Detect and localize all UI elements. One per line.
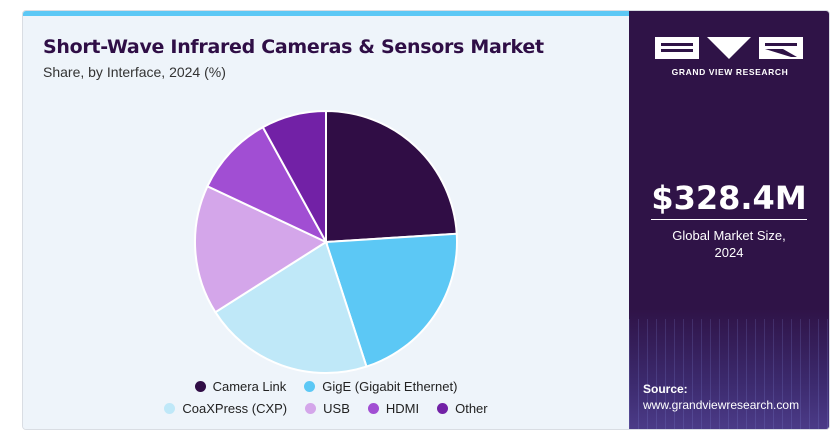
pie-slice-other[interactable]: [261, 109, 327, 243]
chart-title: Short-Wave Infrared Cameras & Sensors Ma…: [43, 36, 544, 58]
pie-slice-usb[interactable]: [194, 184, 329, 314]
brand-name: GRAND VIEW RESEARCH: [671, 67, 789, 77]
brand-logo: GRAND VIEW RESEARCH: [655, 35, 805, 85]
legend-label: GigE (Gigabit Ethernet): [322, 378, 458, 394]
market-sidebar: GRAND VIEW RESEARCH $328.4M Global Marke…: [629, 11, 829, 429]
legend-row: Camera Link GigE (Gigabit Ethernet): [23, 375, 629, 397]
legend-item-usb[interactable]: USB: [305, 401, 350, 416]
legend-label: USB: [323, 400, 350, 416]
legend-item-coaxpress-cxp[interactable]: CoaXPress (CXP): [164, 401, 287, 416]
chart-panel: Short-Wave Infrared Cameras & Sensors Ma…: [23, 11, 629, 429]
pie-slice-coaxpress-cxp[interactable]: [214, 240, 368, 374]
market-size-caption: Global Market Size, 2024: [629, 227, 829, 261]
market-size-value: $328.4M: [651, 179, 807, 217]
sidebar-pattern: [629, 319, 829, 429]
sidebar-glow: [629, 309, 829, 429]
legend-swatch: [437, 402, 449, 414]
source-url[interactable]: www.grandviewresearch.com: [643, 398, 800, 412]
pie-slice-gige-gigabit-ethernet[interactable]: [324, 232, 458, 368]
chart-subtitle: Share, by Interface, 2024 (%): [43, 64, 226, 80]
chart-card: Short-Wave Infrared Cameras & Sensors Ma…: [22, 10, 830, 430]
legend-label: HDMI: [385, 400, 420, 416]
legend-swatch: [367, 402, 379, 414]
legend-label: Camera Link: [212, 378, 287, 394]
accent-stripe: [23, 11, 629, 16]
gvr-logo-icon: [655, 37, 803, 59]
chart-legend: Camera Link GigE (Gigabit Ethernet) CoaXPr…: [23, 375, 629, 419]
market-caption-line2: 2024: [714, 245, 744, 260]
legend-label: Other: [455, 400, 488, 416]
source-note: Source: www.grandviewresearch.com: [643, 381, 799, 413]
legend-row: CoaXPress (CXP) USB HDMI Other: [23, 397, 629, 419]
pie-slice-camera-link[interactable]: [325, 109, 458, 244]
source-label: Source:: [643, 382, 688, 396]
legend-swatch: [164, 402, 176, 414]
legend-swatch: [304, 380, 316, 392]
value-divider: [651, 219, 807, 220]
legend-label: CoaXPress (CXP): [182, 400, 288, 416]
market-caption-line1: Global Market Size,: [672, 228, 786, 243]
legend-item-camera-link[interactable]: Camera Link: [194, 378, 287, 394]
legend-item-other[interactable]: Other: [437, 401, 488, 416]
legend-item-hdmi[interactable]: HDMI: [367, 400, 420, 416]
legend-item-gige-gigabit-ethernet[interactable]: GigE (Gigabit Ethernet): [304, 379, 457, 394]
legend-swatch: [305, 402, 317, 414]
pie-slice-hdmi[interactable]: [206, 125, 329, 245]
pie-chart: [194, 109, 458, 374]
legend-swatch: [194, 380, 206, 392]
